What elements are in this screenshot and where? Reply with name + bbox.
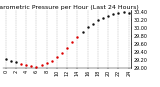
Title: Barometric Pressure per Hour (Last 24 Hours): Barometric Pressure per Hour (Last 24 Ho… xyxy=(0,5,139,10)
